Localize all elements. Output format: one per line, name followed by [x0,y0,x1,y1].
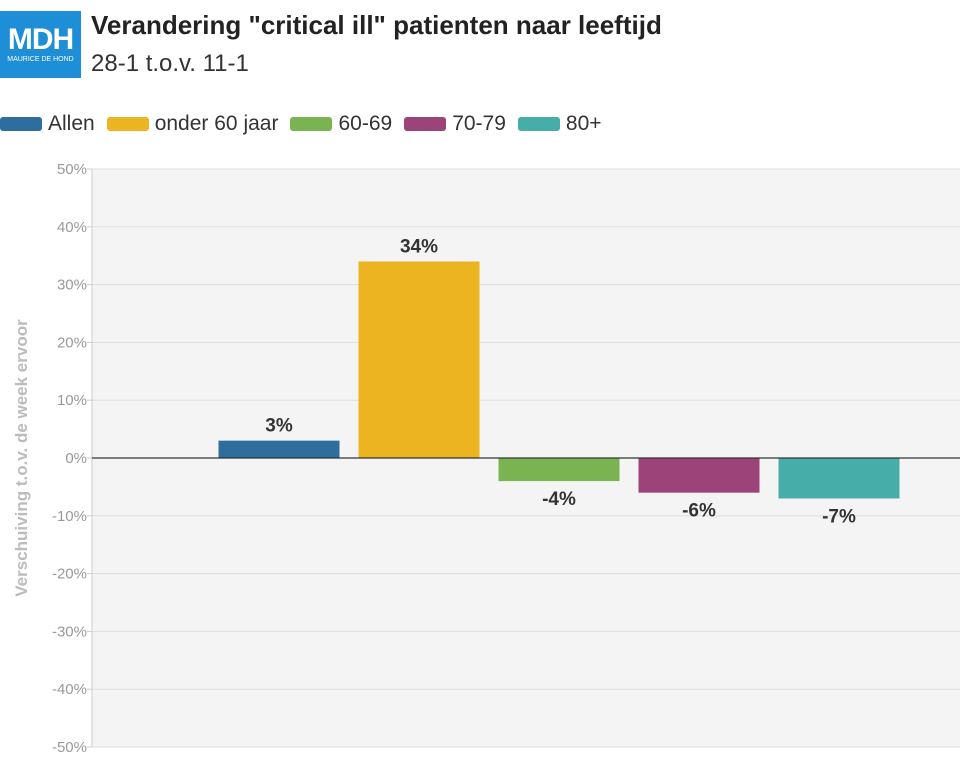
legend-item-onder-60: onder 60 jaar [106,112,279,136]
data-label: 34% [400,236,438,257]
bar-60-69 [498,458,620,482]
y-tick-label: 20% [57,334,87,351]
legend-swatch [106,117,149,131]
legend-label: 60-69 [338,112,393,135]
bar-allen [218,440,340,458]
chart-subtitle: 28-1 t.o.v. 11-1 [91,50,249,77]
legend-swatch [0,117,42,131]
y-tick-label: 10% [57,392,87,409]
legend-swatch [517,117,560,131]
bar-70-79 [638,458,760,493]
legend: Allen onder 60 jaar 60-69 70-79 80+ [0,110,614,138]
legend-item-60-69: 60-69 [290,112,392,136]
y-tick-label: -40% [52,681,87,698]
y-tick-label: -50% [52,739,87,756]
legend-item-70-79: 70-79 [404,112,506,136]
legend-swatch [290,117,333,131]
y-tick-label: 30% [57,277,87,294]
bar-onder-60-jaar [358,261,480,458]
legend-label: Allen [48,112,95,135]
legend-label: onder 60 jaar [154,112,279,135]
legend-swatch [404,117,447,131]
mdh-logo: MDH MAURICE DE HOND [0,11,81,78]
legend-item-80-plus: 80+ [517,112,602,136]
chart-title: Verandering "critical ill" patienten naa… [91,10,662,40]
legend-label: 70-79 [452,112,506,135]
data-label: -7% [822,506,856,527]
y-tick-label: -10% [52,508,87,525]
logo-text: MDH [7,23,74,56]
data-label: 3% [265,416,293,437]
y-tick-label: -20% [52,566,87,583]
y-tick-label: -30% [52,623,87,640]
data-label: -6% [682,501,716,522]
y-tick-label: 50% [57,161,87,178]
y-tick-label: 40% [57,219,87,236]
data-label: -4% [542,489,576,510]
y-tick-label: 0% [65,450,87,467]
logo-subtext: MAURICE DE HOND [7,56,74,63]
legend-label: 80+ [565,112,602,135]
legend-item-allen: Allen [0,112,95,136]
bar-80- [778,458,900,499]
